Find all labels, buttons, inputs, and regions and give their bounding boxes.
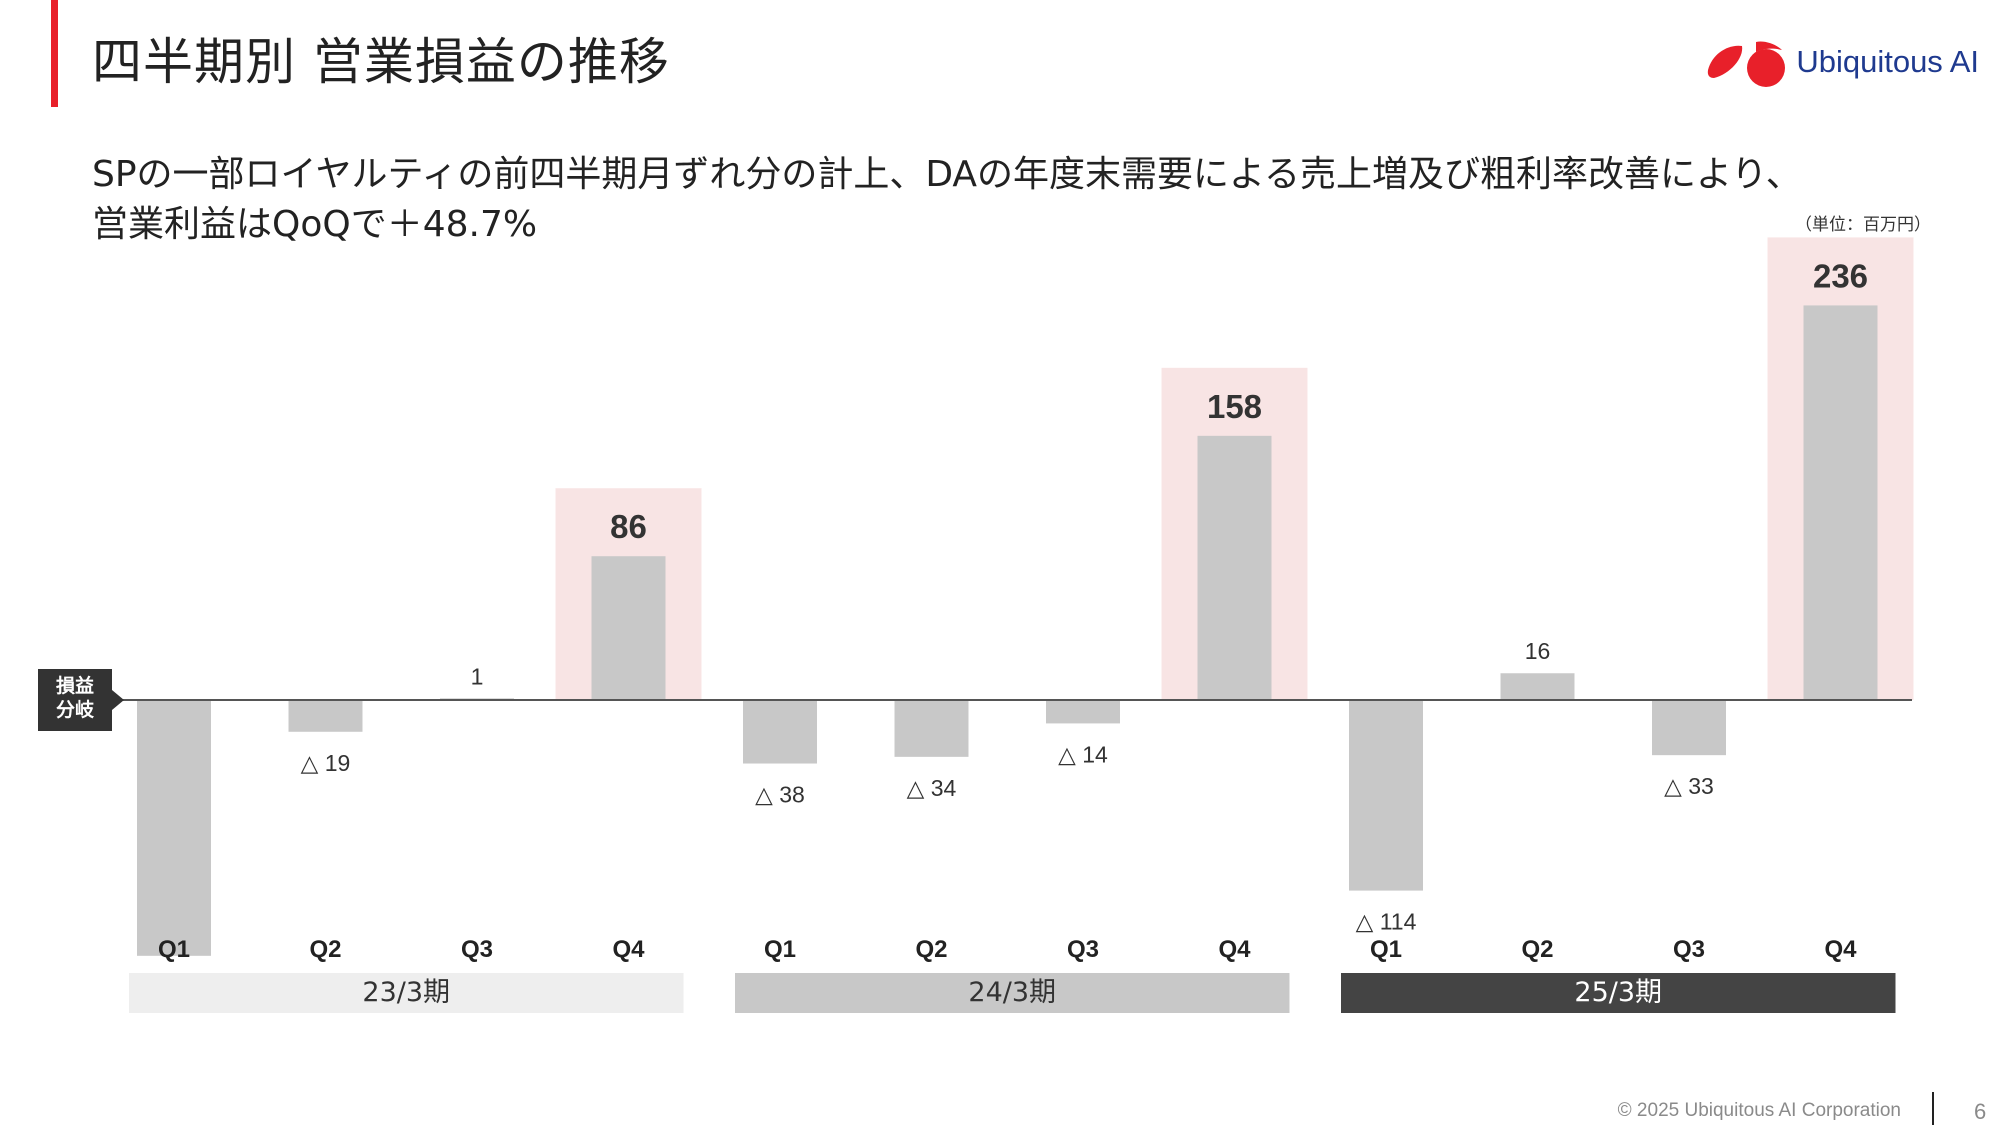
tick-label: Q1 bbox=[764, 936, 796, 963]
bar bbox=[1500, 673, 1575, 700]
bar bbox=[137, 700, 211, 956]
data-label: 236 bbox=[1813, 257, 1868, 294]
subtitle: SPの一部ロイヤルティの前四半期月ずれ分の計上、DAの年度末需要による売上増及び… bbox=[92, 150, 1802, 250]
bar bbox=[1197, 435, 1272, 700]
fiscal-year-label: 25/3期 bbox=[1574, 977, 1662, 1008]
tick-label: Q2 bbox=[309, 936, 341, 963]
logo-mark-icon bbox=[1708, 41, 1786, 87]
unit-label: （単位：百万円） bbox=[1795, 215, 1931, 235]
data-label: 16 bbox=[1525, 638, 1551, 664]
data-label: △ 114 bbox=[1356, 909, 1417, 935]
data-label: △ 19 bbox=[301, 750, 351, 776]
data-label: 1 bbox=[471, 663, 484, 689]
data-label: △ 34 bbox=[907, 775, 957, 801]
bar bbox=[1349, 700, 1423, 891]
page-number: 6 bbox=[1974, 1099, 1987, 1124]
data-label: 158 bbox=[1207, 388, 1262, 425]
bar bbox=[743, 700, 817, 764]
page-title: 四半期別 営業損益の推移 bbox=[92, 33, 670, 91]
subtitle-line-1: SPの一部ロイヤルティの前四半期月ずれ分の計上、DAの年度末需要による売上増及び… bbox=[92, 154, 1802, 195]
footer-copyright: © 2025 Ubiquitous AI Corporation bbox=[1617, 1100, 1901, 1121]
footer-divider bbox=[1932, 1092, 1934, 1125]
bar bbox=[288, 700, 363, 732]
bar bbox=[1046, 700, 1120, 724]
breakeven-box bbox=[38, 669, 112, 731]
tick-label: Q3 bbox=[461, 936, 493, 963]
fiscal-year-band bbox=[129, 973, 684, 1013]
tick-label: Q1 bbox=[1370, 936, 1402, 963]
tick-label: Q4 bbox=[1824, 936, 1857, 963]
tick-label: Q4 bbox=[1218, 936, 1251, 963]
tick-label: Q3 bbox=[1067, 936, 1099, 963]
bar bbox=[591, 556, 666, 700]
bar bbox=[894, 700, 969, 757]
fiscal-year-band bbox=[735, 973, 1290, 1013]
data-label: △ 33 bbox=[1664, 773, 1714, 799]
tick-label: Q4 bbox=[612, 936, 645, 963]
data-label: △ 14 bbox=[1058, 741, 1108, 767]
fiscal-year-label: 24/3期 bbox=[968, 977, 1056, 1008]
tick-label: Q1 bbox=[158, 936, 190, 963]
tick-label: Q3 bbox=[1673, 936, 1705, 963]
fiscal-year-band bbox=[1341, 973, 1896, 1013]
company-logo: Ubiquitous AI bbox=[1706, 34, 1979, 90]
logo-text: Ubiquitous AI bbox=[1796, 44, 1979, 79]
breakeven-pointer bbox=[112, 690, 124, 710]
subtitle-line-2: 営業利益はQoQで＋48.7% bbox=[92, 204, 538, 245]
title-accent-bar bbox=[51, 0, 58, 107]
bar bbox=[1803, 305, 1878, 700]
breakeven-label: 分岐 bbox=[56, 699, 95, 721]
data-label: 86 bbox=[610, 508, 647, 545]
fiscal-year-label: 23/3期 bbox=[362, 977, 450, 1008]
data-label: △ 38 bbox=[755, 782, 805, 808]
breakeven-label: 損益 bbox=[56, 674, 94, 697]
tick-label: Q2 bbox=[915, 936, 947, 963]
bar bbox=[1652, 700, 1726, 756]
tick-label: Q2 bbox=[1521, 936, 1553, 963]
